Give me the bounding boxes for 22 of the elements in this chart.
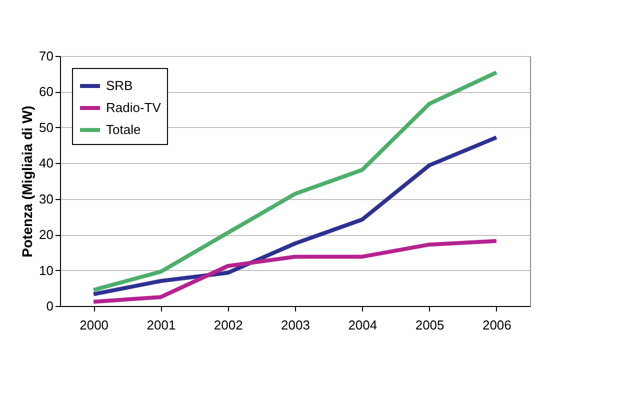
y-tick-label: 40: [39, 156, 54, 171]
legend-label: Totale: [106, 122, 141, 137]
x-tick-label: 2002: [214, 318, 243, 332]
y-tick-label: 20: [39, 227, 54, 242]
y-tick-label: 60: [39, 84, 54, 100]
y-tick-label: 30: [39, 191, 54, 206]
x-tick-label: 2005: [415, 318, 444, 332]
y-tick-label: 50: [39, 120, 54, 135]
x-tick-label: 2006: [482, 318, 512, 332]
y-axis-title: Potenza (Migliaia di W): [19, 106, 36, 258]
y-tick-label: 10: [39, 262, 54, 278]
line-series: [92, 135, 498, 296]
x-tick-label: 2000: [80, 318, 109, 332]
legend-label: Radio-TV: [106, 100, 162, 115]
x-tick-label: 2001: [146, 318, 176, 332]
x-tick-label: 2003: [281, 318, 310, 332]
line-series: [92, 239, 498, 304]
line-series: [92, 70, 498, 292]
y-tick-label: 0: [46, 298, 54, 314]
x-tick-label: 2004: [348, 318, 378, 332]
y-tick-label: 70: [39, 48, 54, 64]
legend-label: SRB: [106, 78, 133, 93]
